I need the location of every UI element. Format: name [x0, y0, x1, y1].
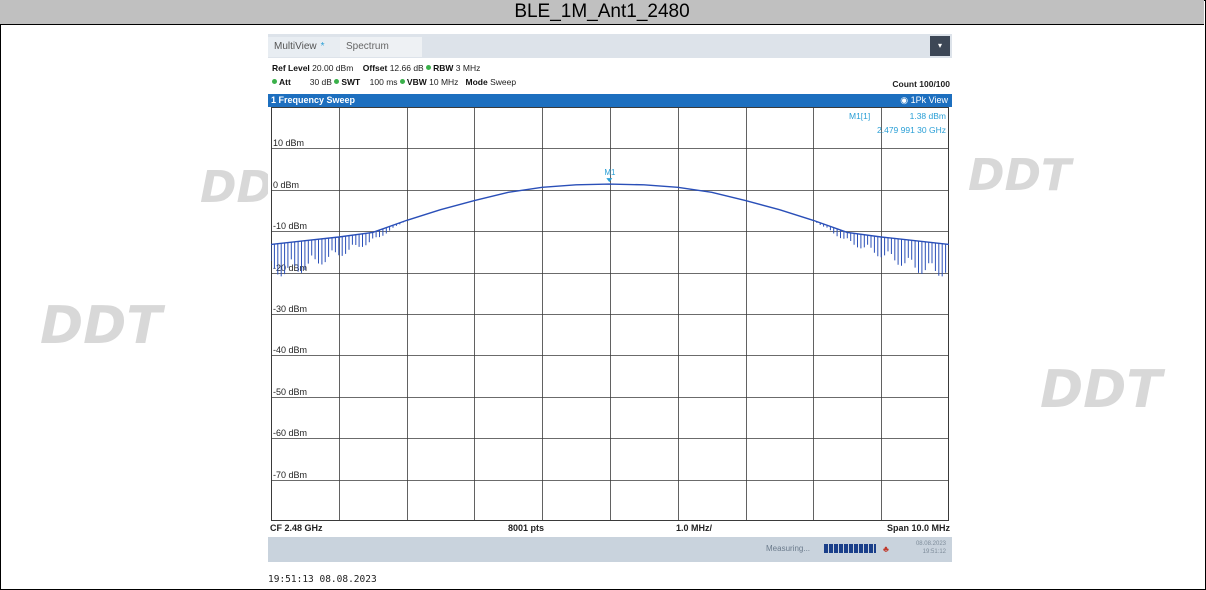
mode-label: Mode: [465, 77, 488, 87]
rbw-value[interactable]: 3 MHz: [455, 63, 481, 73]
menu-dropdown-icon[interactable]: ▾: [930, 36, 950, 56]
trace-mode-label: 1Pk View: [910, 95, 948, 105]
offset-label: Offset: [362, 63, 388, 73]
rbw-label: RBW: [433, 63, 454, 73]
sweep-count: Count 100/100: [892, 79, 950, 89]
capture-timestamp: 19:51:13 08.08.2023: [268, 574, 377, 585]
progress-bar: [824, 544, 876, 553]
marker-readout-name: M1[1]: [849, 111, 870, 121]
frequency-span: Span 10.0 MHz: [886, 523, 950, 533]
y-tick-label: -20 dBm: [273, 263, 307, 273]
plot-footer: CF 2.48 GHz 8001 pts 1.0 MHz/ Span 10.0 …: [268, 521, 952, 535]
measuring-status: Measuring...: [766, 544, 811, 553]
spectrum-plot[interactable]: 10 dBm 0 dBm -10 dBm -20 dBm -30 dBm -40 dBm -…: [271, 107, 949, 521]
settings-panel: Ref Level 20.00 dBm Offset 12.66 dB RBW …: [268, 60, 952, 92]
y-tick-label: -60 dBm: [273, 428, 307, 438]
offset-value[interactable]: 12.66 dB: [389, 63, 424, 73]
tab-multiview-label: MultiView: [274, 41, 317, 52]
trace-line-1: [271, 183, 949, 246]
settings-row-1: Ref Level 20.00 dBm Offset 12.66 dB RBW …: [272, 63, 480, 73]
ref-level-label: Ref Level: [272, 63, 310, 73]
y-tick-label: -40 dBm: [273, 345, 307, 355]
modified-indicator: *: [320, 41, 325, 52]
center-frequency: CF 2.48 GHz: [270, 523, 323, 533]
marker-m1-label: M1: [604, 168, 616, 177]
att-label: Att: [279, 77, 291, 87]
sweep-points: 8001 pts: [508, 523, 545, 533]
page-title: BLE_1M_Ant1_2480: [0, 0, 1204, 25]
y-tick-label: -30 dBm: [273, 304, 307, 314]
instrument-date: 08.08.2023: [915, 541, 946, 547]
tab-spectrum-label: Spectrum: [346, 41, 389, 52]
frequency-per-division: 1.0 MHz/: [676, 523, 713, 533]
network-icon[interactable]: ♣: [883, 544, 889, 554]
swt-value[interactable]: 100 ms: [369, 77, 398, 87]
tab-bar: MultiView * Spectrum ▾: [268, 34, 952, 58]
vbw-label: VBW: [406, 77, 427, 87]
spectrum-analyzer-screen: MultiView * Spectrum ▾ Ref Level 20.00 dB…: [268, 34, 952, 562]
instrument-clock: 08.08.2023 19:51:12: [916, 540, 946, 556]
trace-skirt-comb: [271, 220, 947, 277]
trace-window-title: 1 Frequency Sweep: [271, 95, 356, 105]
vbw-indicator-dot: [399, 79, 405, 84]
y-tick-label: 0 dBm: [273, 180, 299, 190]
swt-label: SWT: [341, 77, 361, 87]
y-tick-label: -10 dBm: [273, 221, 307, 231]
mode-value[interactable]: Sweep: [490, 77, 517, 87]
marker-readout-frequency: 2.479 991 30 GHz: [877, 125, 946, 135]
y-tick-label: -70 dBm: [273, 470, 307, 480]
tab-multiview[interactable]: MultiView *: [268, 37, 348, 57]
tab-spectrum[interactable]: Spectrum: [340, 37, 422, 57]
instrument-time: 19:51:12: [922, 549, 946, 555]
settings-row-2: Att 30 dB SWT 100 ms VBW 10 MHz Mode Swe…: [272, 77, 516, 87]
y-tick-label: 10 dBm: [273, 138, 304, 148]
trace-window-header: 1 Frequency Sweep ◉ 1Pk View: [268, 94, 952, 107]
vbw-value[interactable]: 10 MHz: [429, 77, 459, 87]
y-tick-label: -50 dBm: [273, 387, 307, 397]
circle-icon: ◉: [900, 95, 909, 105]
rbw-indicator-dot: [426, 65, 432, 70]
att-indicator-dot: [272, 79, 277, 84]
swt-indicator-dot: [334, 79, 340, 84]
marker-m1-triangle: [606, 178, 613, 183]
marker-readout-level: 1.38 dBm: [910, 111, 946, 121]
att-value[interactable]: 30 dB: [309, 77, 332, 87]
status-bar: Measuring... ♣ 08.08.2023 19:51:12: [268, 537, 952, 562]
trace-mode-badge[interactable]: ◉ 1Pk View: [900, 94, 948, 107]
ref-level-value[interactable]: 20.00 dBm: [312, 63, 354, 73]
plot-border: [271, 107, 949, 521]
